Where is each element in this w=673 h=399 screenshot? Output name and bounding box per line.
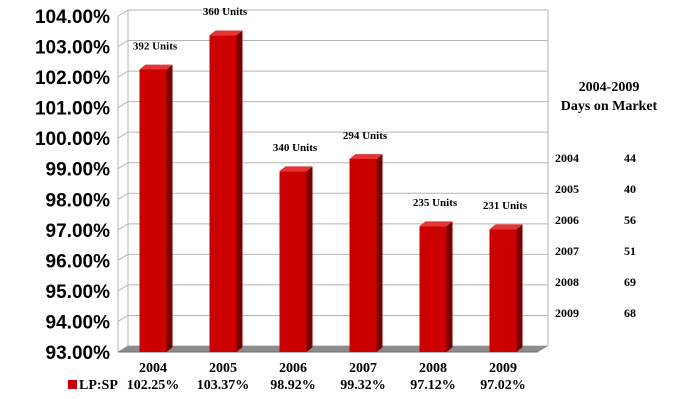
bar-top [279, 166, 313, 172]
bar-front [419, 226, 447, 352]
bar-front [209, 35, 237, 352]
category-value-label: 98.92% [270, 378, 316, 393]
side-table-title-line2: Days on Market [561, 99, 658, 114]
bar-side [306, 166, 313, 352]
side-row-days: 69 [624, 275, 636, 289]
side-row-year: 2006 [555, 213, 579, 227]
category-year-label: 2006 [279, 361, 307, 376]
y-tick-label: 100.00% [35, 129, 110, 150]
unit-label: 340 Units [273, 142, 318, 154]
category-year-label: 2007 [349, 361, 377, 376]
bar-side [376, 154, 383, 352]
y-tick-label: 99.00% [46, 160, 111, 181]
bar-front [349, 158, 377, 352]
category-value-label: 103.37% [197, 378, 250, 393]
bar-2009 [489, 224, 523, 352]
y-tick-label: 93.00% [46, 343, 111, 364]
side-row-days: 51 [624, 244, 636, 258]
side-row-days: 68 [624, 306, 636, 320]
category-year-label: 2005 [209, 361, 237, 376]
gridline [117, 253, 548, 261]
gridline [117, 9, 548, 17]
side-table-title-line1: 2004-2009 [579, 80, 640, 95]
bar-front [139, 69, 167, 353]
y-axis: 93.00% 94.00% 95.00% 96.00% 97.00% 98.00% 99.0… [35, 7, 119, 364]
side-table-row: 2006 56 [555, 213, 636, 227]
legend-swatch [68, 380, 77, 389]
gridline [117, 223, 548, 231]
bar-side [166, 64, 173, 353]
unit-label: 294 Units [343, 130, 388, 142]
side-row-days: 44 [624, 151, 636, 165]
legend: LP:SP [68, 378, 118, 393]
bar-top [209, 30, 243, 36]
bars [139, 30, 523, 353]
gridlines [117, 9, 549, 353]
y-tick-label: 104.00% [35, 7, 110, 28]
legend-label: LP:SP [79, 378, 118, 393]
bar-top [349, 154, 383, 159]
unit-label: 360 Units [203, 6, 248, 18]
side-row-year: 2004 [555, 151, 579, 165]
gridline [117, 162, 548, 170]
y-tick-label: 96.00% [46, 251, 111, 272]
category-value-label: 99.32% [340, 378, 386, 393]
side-table-row: 2004 44 [555, 151, 636, 165]
unit-label: 235 Units [413, 197, 458, 209]
gridline [117, 70, 548, 78]
y-tick-label: 102.00% [35, 68, 110, 89]
side-table-rows: 2004 44 2005 40 2006 56 2007 51 2008 69 2009 68 [555, 151, 636, 320]
gridline [117, 131, 548, 139]
bar-2008 [419, 221, 453, 352]
y-tick-label: 101.00% [35, 99, 110, 120]
side-table-row: 2009 68 [555, 306, 636, 320]
bar-side [516, 224, 523, 352]
gridline [117, 40, 548, 47]
bar-2005 [209, 30, 243, 353]
y-tick-label: 94.00% [46, 312, 111, 333]
data-labels: 392 Units 360 Units 340 Units 294 Units 235 … [133, 6, 528, 212]
y-tick-label: 103.00% [35, 38, 110, 59]
side-row-days: 56 [624, 213, 636, 227]
unit-label: 231 Units [483, 200, 528, 212]
gridline [117, 314, 548, 322]
side-table-row: 2007 51 [555, 244, 636, 258]
bar-2004 [139, 64, 173, 353]
bar-2007 [349, 154, 383, 352]
floor-top [118, 346, 548, 352]
category-labels: 2004 102.25% 2005 103.37% 2006 98.92% 2007 99.3… [127, 361, 526, 393]
unit-label: 392 Units [133, 40, 178, 52]
bar-front [279, 171, 307, 352]
bar-front [489, 229, 517, 352]
category-value-label: 97.02% [480, 378, 526, 393]
category-value-label: 102.25% [127, 378, 180, 393]
chart-floor [118, 346, 548, 353]
bar-top [489, 224, 523, 230]
side-table-row: 2008 69 [555, 275, 636, 289]
y-tick-label: 97.00% [46, 221, 111, 242]
category-year-label: 2008 [419, 361, 447, 376]
side-table-row: 2005 40 [555, 182, 636, 196]
bar-side [236, 30, 243, 353]
side-row-days: 40 [624, 182, 636, 196]
category-value-label: 97.12% [410, 378, 456, 393]
gridline [117, 192, 548, 200]
category-year-label: 2004 [139, 361, 167, 376]
bar-top [139, 64, 173, 70]
side-row-year: 2005 [555, 182, 579, 196]
y-tick-label: 95.00% [46, 282, 111, 303]
gridline [117, 101, 548, 109]
category-year-label: 2009 [489, 361, 517, 376]
side-row-year: 2007 [555, 244, 579, 258]
y-tick-label: 98.00% [46, 190, 111, 211]
bar-side [446, 221, 453, 352]
bar-top [419, 221, 453, 227]
side-row-year: 2009 [555, 306, 579, 320]
side-row-year: 2008 [555, 275, 579, 289]
gridline [117, 284, 548, 292]
bar-2006 [279, 166, 313, 352]
